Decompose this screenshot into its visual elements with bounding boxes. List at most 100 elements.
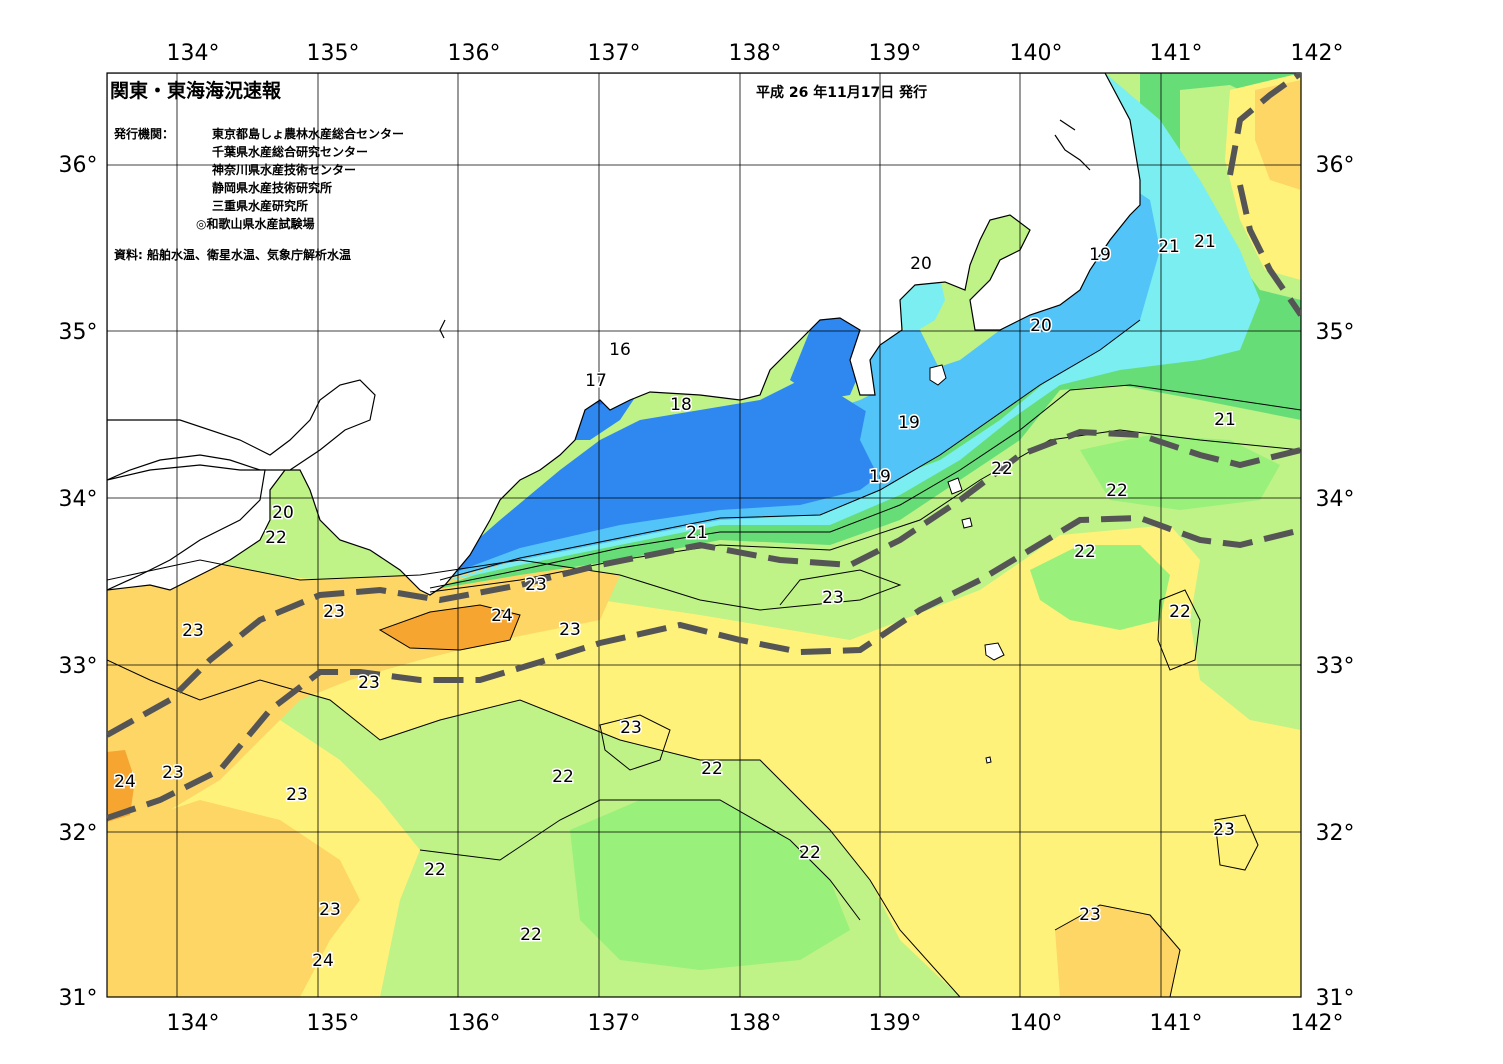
- kuroshio-axis-northeast: [1227, 73, 1301, 317]
- longitude-labels-bottom: 134° 135° 136° 137° 138° 139° 140° 141° 142°: [167, 1011, 1344, 1036]
- kuroshio-axis-south: [107, 514, 1301, 821]
- latitude-label: 36°: [1316, 153, 1355, 178]
- longitude-label: 139°: [869, 1011, 922, 1036]
- isotherm-label: 22: [991, 459, 1013, 479]
- isotherm-label: 23: [323, 602, 345, 622]
- issuer-item: 東京都島しょ農林水産総合センター: [212, 127, 405, 141]
- issuer-item: 三重県水産研究所: [212, 199, 309, 213]
- longitude-label: 135°: [307, 1011, 360, 1036]
- longitude-label: 137°: [588, 1011, 641, 1036]
- isotherm-label: 23: [525, 575, 547, 595]
- isotherm-label: 22: [799, 843, 821, 863]
- isotherm-label: 19: [898, 413, 920, 433]
- longitude-label: 136°: [448, 41, 501, 66]
- isotherm-lines: [107, 319, 1301, 997]
- latitude-label: 36°: [59, 153, 98, 178]
- isotherm-label: 19: [869, 467, 891, 487]
- longitude-label: 140°: [1010, 1011, 1063, 1036]
- land-hachijojima: [984, 642, 1005, 661]
- sea-23-5c-zone-ne: [1255, 80, 1301, 190]
- isotherm-label: 23: [162, 763, 184, 783]
- longitude-label: 138°: [729, 1011, 782, 1036]
- latitude-label: 32°: [59, 821, 98, 846]
- land-island-west: [439, 319, 446, 339]
- isotherm-label: 22: [424, 860, 446, 880]
- isotherm-label: 23: [1213, 820, 1235, 840]
- isotherm-label: 21: [1194, 232, 1216, 252]
- isotherm-label: 18: [670, 395, 692, 415]
- sea-24c-patch-kii: [380, 605, 520, 650]
- isotherm-label: 23: [1079, 905, 1101, 925]
- latitude-label: 33°: [59, 654, 98, 679]
- land-shikoku-awaji: [107, 379, 376, 481]
- issuer-item: 神奈川県水産技術センター: [212, 163, 357, 177]
- isotherm-21-line: [429, 384, 1301, 589]
- longitude-label: 134°: [167, 1011, 220, 1036]
- temperature-field: [107, 73, 1301, 997]
- isotherm-22-line-patch-se: [1214, 814, 1259, 871]
- issue-date: 平成 26 年11月17日 発行: [756, 85, 928, 101]
- isotherm-label: 22: [552, 767, 574, 787]
- isotherm-23-line-patch-se: [1054, 904, 1181, 997]
- issuer-label: 発行機関：: [114, 127, 175, 141]
- issuer-item: 千葉県水産総合研究センター: [212, 145, 369, 159]
- sea-23c-zone-south: [760, 690, 1301, 997]
- issuer-item: 静岡県水産技術研究所: [212, 181, 333, 195]
- latitude-labels-left: 36° 35° 34° 33° 32° 31°: [59, 153, 98, 1011]
- longitude-label: 135°: [307, 41, 360, 66]
- longitude-label: 136°: [448, 1011, 501, 1036]
- latitude-label: 31°: [1316, 986, 1355, 1011]
- latitude-label: 33°: [1316, 654, 1355, 679]
- longitude-label: 142°: [1291, 1011, 1344, 1036]
- isotherm-label: 20: [272, 503, 294, 523]
- isotherm-label: 16: [609, 340, 631, 360]
- isotherm-label: 24: [491, 606, 513, 626]
- isotherm-22-line-south: [107, 659, 961, 997]
- latitude-label: 34°: [1316, 487, 1355, 512]
- latitude-label: 31°: [59, 986, 98, 1011]
- longitude-label: 137°: [588, 41, 641, 66]
- latitude-label: 32°: [1316, 821, 1355, 846]
- kuroshio-axis-north: [107, 428, 1301, 738]
- isotherm-label: 22: [1074, 542, 1096, 562]
- sea-22c-dark-zone-ne: [1080, 435, 1280, 510]
- land-aogashima: [985, 756, 992, 764]
- longitude-label: 142°: [1291, 41, 1344, 66]
- latitude-label: 35°: [59, 320, 98, 345]
- isotherm-label: 24: [312, 951, 334, 971]
- sea-22c-dark-zone-south: [570, 800, 850, 970]
- latitude-labels-right: 36° 35° 34° 33° 32° 31°: [1316, 153, 1355, 1011]
- land-miyakejima: [961, 517, 973, 529]
- sea-24c-patch-west: [107, 750, 135, 822]
- isotherm-label: 21: [1214, 410, 1236, 430]
- latitude-label: 35°: [1316, 320, 1355, 345]
- longitude-labels-top: 134° 135° 136° 137° 138° 139° 140° 141° 142°: [167, 41, 1344, 66]
- land-izu-oshima: [929, 364, 947, 386]
- data-source: 資料: 船舶水温、衛星水温、気象庁解析水温: [114, 248, 351, 262]
- isotherm-label: 23: [319, 900, 341, 920]
- graticule: [106, 72, 1302, 998]
- isotherm-label: 23: [822, 588, 844, 608]
- isotherm-23-line: [107, 559, 902, 611]
- issuer-list: 東京都島しょ農林水産総合センター 千葉県水産総合研究センター 神奈川県水産技術セ…: [196, 125, 405, 233]
- longitude-label: 141°: [1150, 41, 1203, 66]
- isotherm-label: 20: [1030, 316, 1052, 336]
- land-shikoku-south: [107, 464, 266, 591]
- isotherm-label: 22: [1106, 481, 1128, 501]
- sea-18c-zone: [440, 380, 900, 578]
- isotherm-label: 23: [620, 718, 642, 738]
- latitude-label: 34°: [59, 487, 98, 512]
- longitude-label: 141°: [1150, 1011, 1203, 1036]
- isotherm-23-line-patch: [599, 714, 671, 771]
- isotherm-label: 22: [1169, 602, 1191, 622]
- isotherm-label: 21: [686, 523, 708, 543]
- isotherm-label: 22: [520, 925, 542, 945]
- longitude-label: 140°: [1010, 41, 1063, 66]
- isotherm-label: 23: [182, 621, 204, 641]
- isotherm-label: 23: [286, 785, 308, 805]
- isotherm-label: 23: [559, 620, 581, 640]
- isotherm-label: 22: [701, 759, 723, 779]
- isotherm-label: 19: [1089, 245, 1111, 265]
